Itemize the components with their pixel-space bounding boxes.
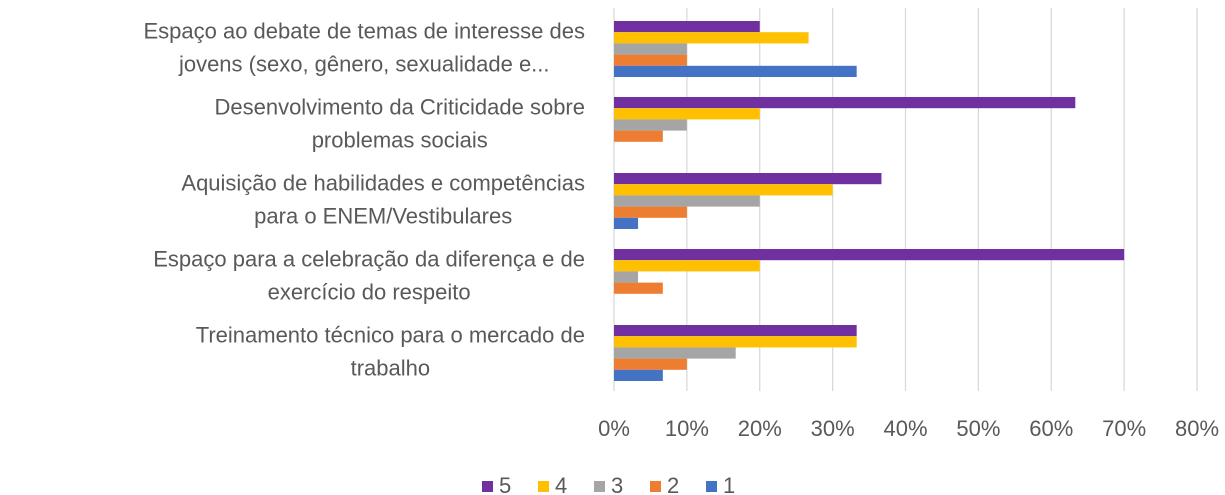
bar xyxy=(614,271,639,283)
bar xyxy=(614,336,857,348)
x-tick-label: 60% xyxy=(1029,416,1073,441)
category-label: trabalho xyxy=(351,355,431,380)
category-label: jovens (sexo, gênero, sexualidade e... xyxy=(178,51,550,76)
x-tick-label: 80% xyxy=(1175,416,1219,441)
legend-swatch xyxy=(482,481,493,492)
bar xyxy=(614,369,663,381)
bar xyxy=(614,65,857,77)
category-label: para o ENEM/Vestibulares xyxy=(254,203,512,228)
bar xyxy=(614,21,760,33)
x-tick-label: 50% xyxy=(956,416,1000,441)
bar xyxy=(614,184,833,196)
bar xyxy=(614,32,809,44)
bar xyxy=(614,130,663,142)
legend-label: 1 xyxy=(723,473,735,495)
legend-label: 5 xyxy=(499,473,511,495)
legend-label: 3 xyxy=(611,473,623,495)
legend-label: 2 xyxy=(667,473,679,495)
x-tick-label: 10% xyxy=(665,416,709,441)
bar xyxy=(614,249,1125,261)
category-label: Desenvolvimento da Criticidade sobre xyxy=(214,94,585,119)
bar xyxy=(614,97,1076,109)
x-tick-label: 0% xyxy=(598,416,630,441)
legend-label: 4 xyxy=(555,473,567,495)
bar xyxy=(614,108,760,120)
legend-swatch xyxy=(594,481,605,492)
bar xyxy=(614,217,639,229)
bar xyxy=(614,282,663,294)
x-tick-label: 20% xyxy=(738,416,782,441)
x-tick-label: 70% xyxy=(1102,416,1146,441)
bar xyxy=(614,173,882,185)
bar xyxy=(614,260,760,272)
category-label: Espaço ao debate de temas de interesse d… xyxy=(143,18,585,43)
category-label: Treinamento técnico para o mercado de xyxy=(196,322,585,347)
bar xyxy=(614,206,687,218)
bar xyxy=(614,54,687,66)
legend-swatch xyxy=(706,481,717,492)
bar xyxy=(614,195,760,207)
bar xyxy=(614,43,687,55)
category-label: Espaço para a celebração da diferença e … xyxy=(153,246,585,271)
legend-swatch xyxy=(538,481,549,492)
category-label: Aquisição de habilidades e competências xyxy=(181,170,585,195)
bar xyxy=(614,119,687,131)
bar xyxy=(614,325,857,337)
x-tick-label: 30% xyxy=(811,416,855,441)
legend-swatch xyxy=(650,481,661,492)
bar xyxy=(614,358,687,370)
category-label: exercício do respeito xyxy=(268,279,471,304)
category-label: problemas sociais xyxy=(312,127,488,152)
x-tick-label: 40% xyxy=(883,416,927,441)
bar xyxy=(614,347,736,359)
